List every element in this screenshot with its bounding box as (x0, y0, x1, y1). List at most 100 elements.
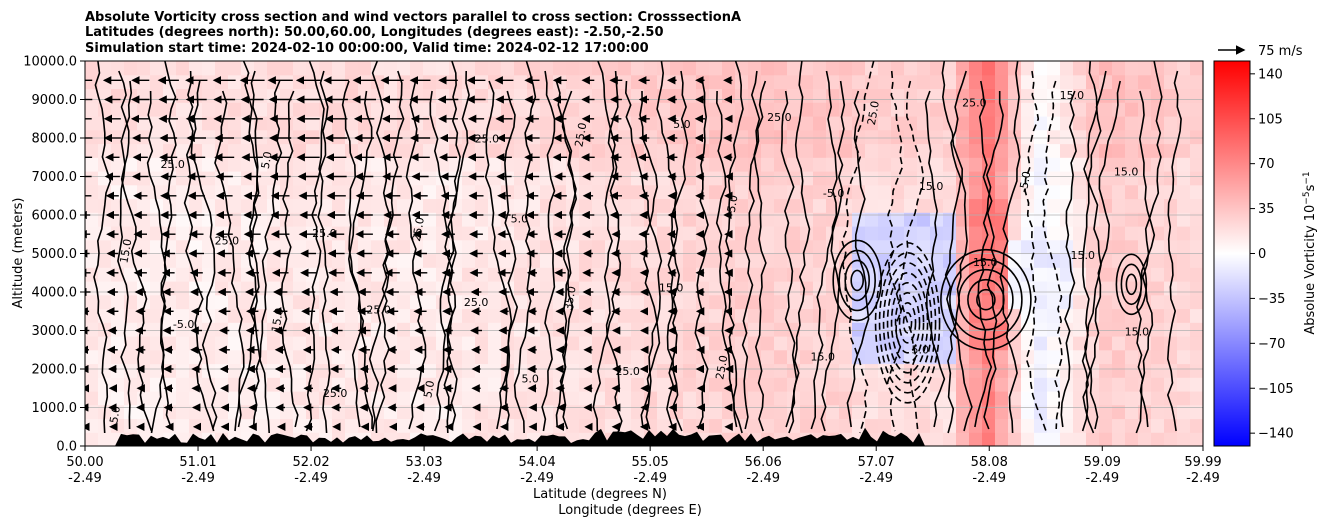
vorticity-cell (1073, 102, 1087, 117)
vorticity-cell (683, 157, 697, 172)
vorticity-cell (280, 157, 294, 172)
vorticity-cell (930, 116, 944, 131)
vorticity-cell (826, 143, 840, 158)
vorticity-cell (930, 88, 944, 103)
vorticity-cell (631, 198, 645, 213)
vorticity-cell (85, 198, 99, 213)
vorticity-cell (540, 363, 554, 378)
vorticity-cell (566, 212, 580, 227)
vorticity-cell (1060, 226, 1074, 241)
contour-label: 15.0 (1114, 165, 1139, 178)
vorticity-cell (280, 129, 294, 145)
vorticity-cell (683, 74, 697, 90)
vorticity-cell (917, 184, 931, 200)
vorticity-cell (956, 432, 970, 446)
contour-line (886, 70, 904, 432)
vorticity-cell (722, 88, 736, 103)
x-tick-label-lat: 55.05 (632, 455, 669, 470)
vorticity-cell (1125, 226, 1139, 241)
vorticity-cell (813, 88, 827, 103)
vorticity-cell (787, 102, 801, 117)
vorticity-cell (215, 74, 229, 90)
vorticity-cell (85, 61, 99, 76)
vorticity-cell (475, 377, 489, 392)
vorticity-cell (618, 281, 632, 296)
vorticity-cell (709, 294, 723, 310)
vorticity-cell (722, 102, 736, 117)
vorticity-cell (306, 102, 320, 117)
vorticity-cell (462, 157, 476, 172)
vorticity-cell (1034, 226, 1048, 241)
vorticity-cell (800, 377, 814, 392)
vorticity-cell (345, 226, 359, 241)
vorticity-cell (1099, 226, 1113, 241)
vorticity-cell (800, 74, 814, 90)
vorticity-cell (995, 74, 1009, 90)
vorticity-cell (1034, 116, 1048, 131)
x-tick-label-lat: 56.06 (745, 455, 782, 470)
vorticity-cell (1034, 212, 1048, 227)
vorticity-cell (878, 391, 892, 406)
vorticity-cell (1034, 267, 1048, 282)
vorticity-cell (774, 74, 788, 90)
chart-title-line-3: Simulation start time: 2024-02-10 00:00:… (85, 41, 649, 56)
vorticity-cell (1060, 171, 1074, 186)
vorticity-cell (462, 322, 476, 337)
contour-line (371, 61, 392, 434)
vorticity-cell (267, 336, 281, 351)
vorticity-cell (1177, 391, 1191, 406)
vorticity-cell (878, 102, 892, 117)
vorticity-cell (982, 404, 996, 420)
vorticity-cell (293, 198, 307, 213)
vorticity-cell (514, 239, 528, 255)
vorticity-cell (1125, 349, 1139, 365)
vorticity-cell (1073, 226, 1087, 241)
vorticity-cell (1008, 294, 1022, 310)
vorticity-cell (228, 322, 242, 337)
vorticity-cell (124, 102, 138, 117)
vorticity-cell (644, 88, 658, 103)
vorticity-cell (423, 349, 437, 365)
vorticity-cell (1034, 294, 1048, 310)
vorticity-cell (462, 418, 476, 433)
vorticity-cell (839, 143, 853, 158)
vorticity-cell (566, 322, 580, 337)
vorticity-cell (514, 308, 528, 323)
vorticity-cell (475, 267, 489, 282)
vorticity-cell (501, 171, 515, 186)
vorticity-cell (1034, 88, 1048, 103)
vorticity-cell (1112, 308, 1126, 323)
vorticity-cell (1138, 74, 1152, 90)
vorticity-cell (423, 322, 437, 337)
contour-line (924, 90, 946, 428)
vorticity-cell (1125, 391, 1139, 406)
vorticity-cell (267, 294, 281, 310)
vorticity-cell (839, 212, 853, 227)
vorticity-cell (1112, 363, 1126, 378)
vorticity-cell (1060, 184, 1074, 200)
vorticity-cell (592, 226, 606, 241)
x-tick-label-lat: 58.08 (971, 455, 1008, 470)
vorticity-cell (1021, 377, 1035, 392)
vorticity-cell (176, 253, 190, 268)
y-tick-label: 10000.0 (23, 55, 77, 70)
vorticity-cell (332, 239, 346, 255)
vorticity-cell (787, 308, 801, 323)
vorticity-cell (826, 129, 840, 145)
vorticity-cell (111, 171, 125, 186)
vorticity-cell (85, 349, 99, 365)
vorticity-cell (917, 61, 931, 76)
vorticity-cell (1086, 432, 1100, 446)
contour-line (788, 61, 811, 434)
vorticity-cell (527, 349, 541, 365)
vorticity-cell (202, 116, 216, 131)
vorticity-cell (319, 61, 333, 76)
vorticity-cell (735, 184, 749, 200)
vorticity-cell (592, 322, 606, 337)
x-tick-label-lon: -2.49 (68, 471, 102, 486)
vorticity-cell (488, 308, 502, 323)
vorticity-cell (1021, 267, 1035, 282)
vorticity-cell (98, 281, 112, 296)
vorticity-cell (1151, 336, 1165, 351)
vorticity-cell (488, 61, 502, 76)
